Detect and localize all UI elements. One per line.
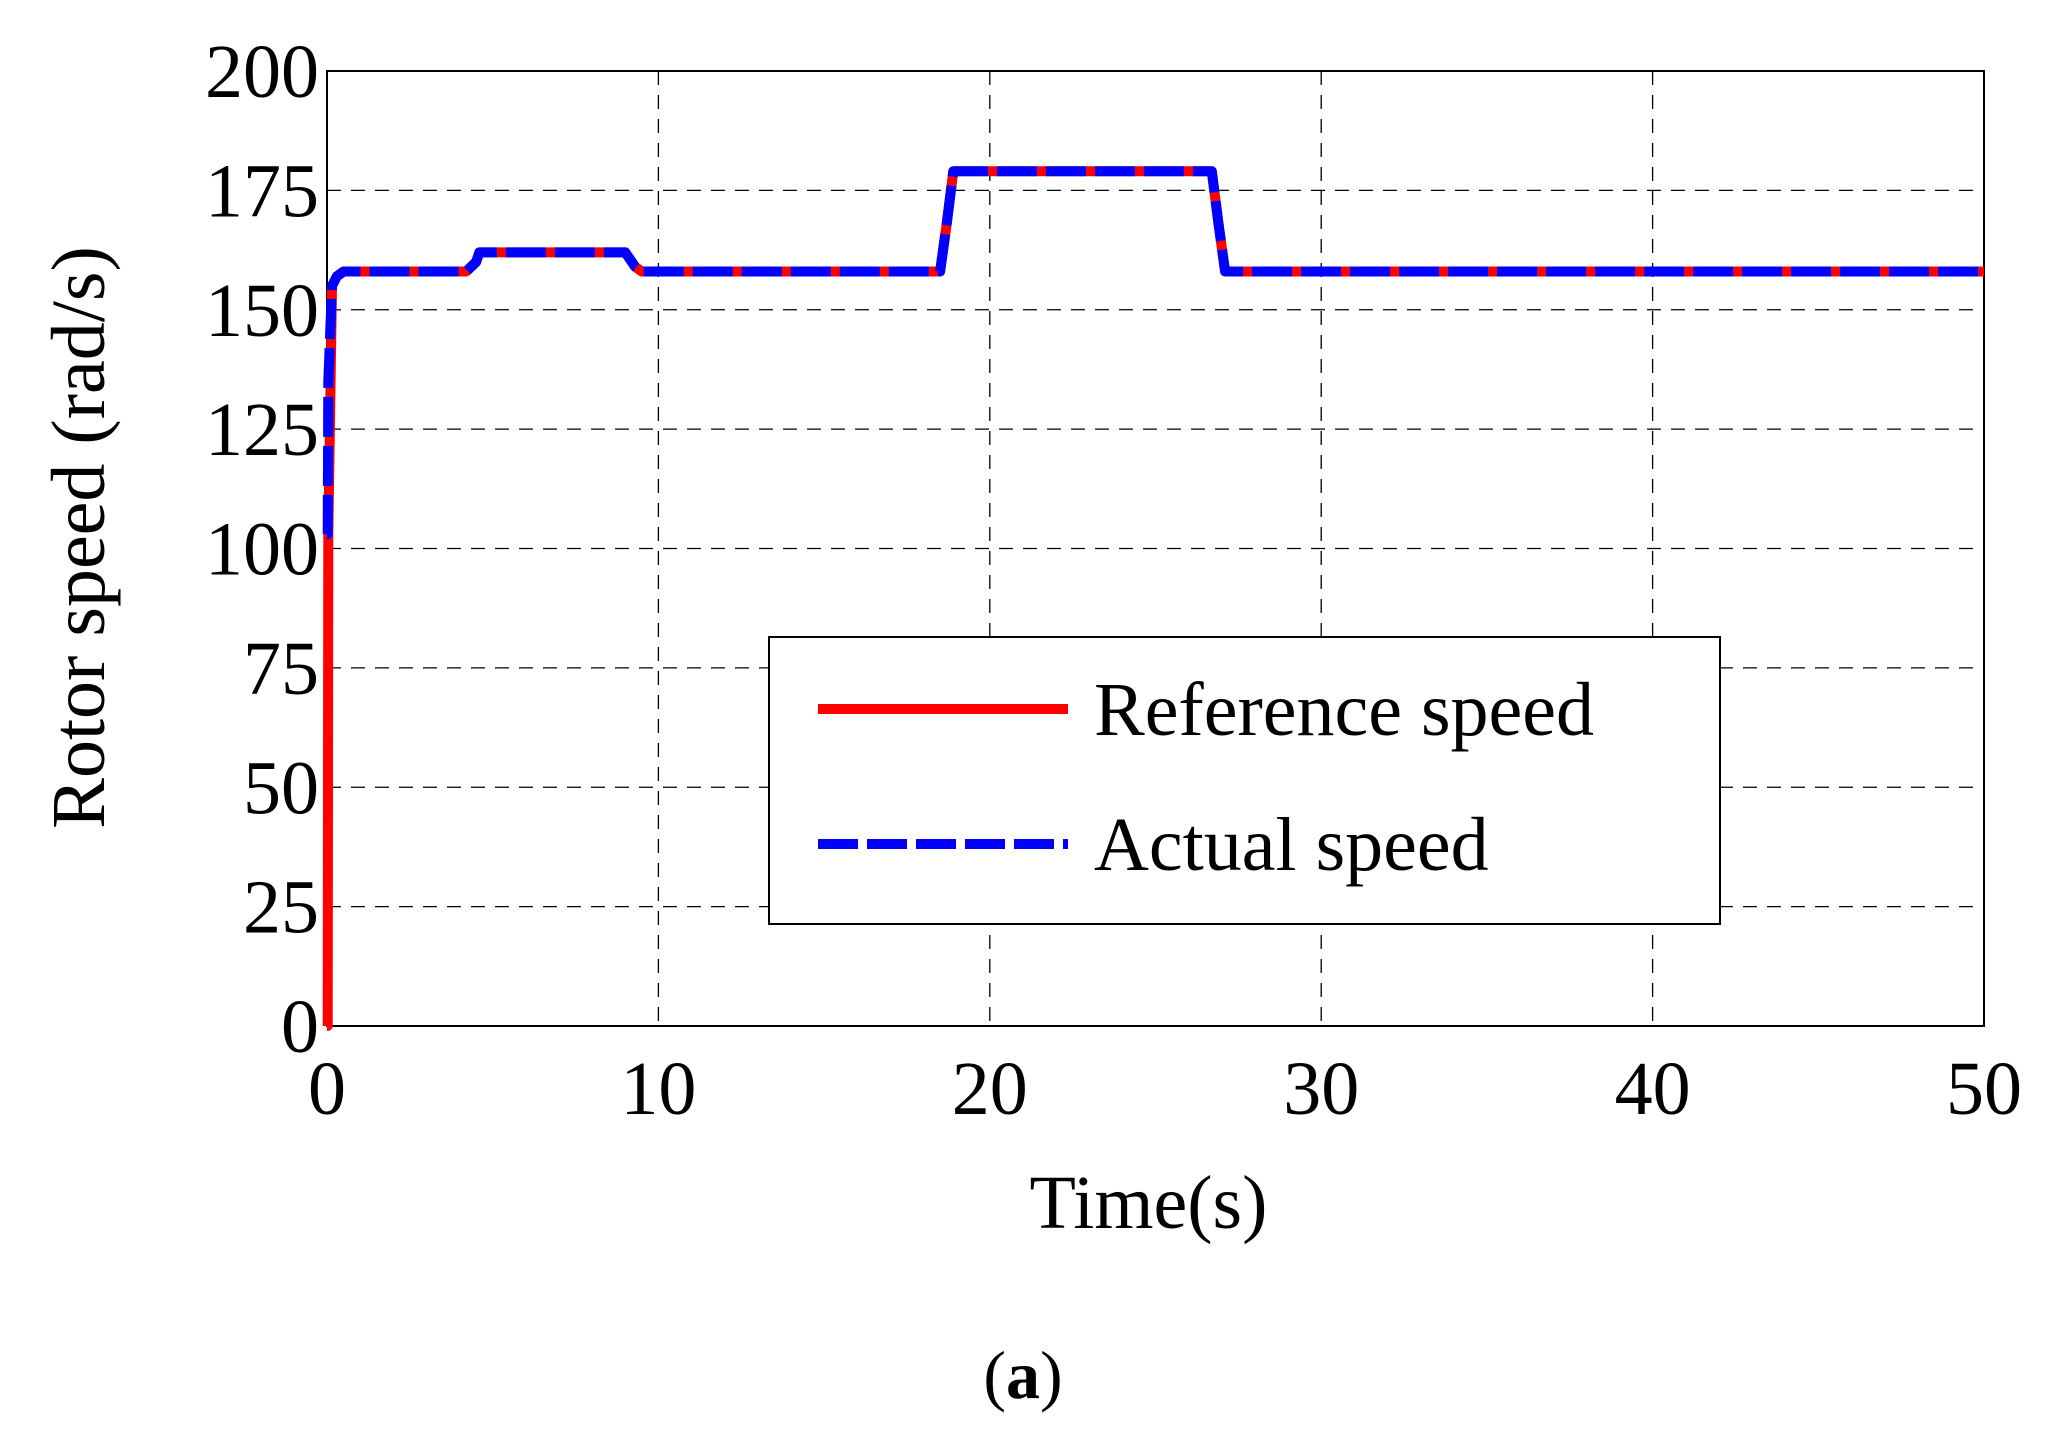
series-lines [322, 166, 1984, 1031]
x-tick-label-1: 10 [620, 1047, 696, 1131]
x-tick-label-3: 30 [1283, 1047, 1359, 1131]
y-axis-label: Rotor speed (rad/s) [37, 246, 121, 829]
panel-label: (a) [0, 1335, 2046, 1415]
x-tick-label-5: 50 [1946, 1047, 2022, 1131]
y-tick-label-6: 150 [205, 269, 319, 353]
y-tick-label-1: 25 [243, 866, 319, 950]
legend-label-actual-speed: Actual speed [1094, 803, 1489, 887]
y-tick-label-0: 0 [281, 985, 319, 1069]
legend-label-reference-speed: Reference speed [1094, 668, 1594, 752]
x-axis-label: Time(s) [1030, 1161, 1268, 1245]
y-tick-label-8: 200 [205, 30, 319, 114]
panel-label-close: ) [1040, 1337, 1063, 1413]
x-tick-label-0: 0 [308, 1047, 346, 1131]
y-tick-label-2: 50 [243, 746, 319, 830]
y-tick-label-4: 100 [205, 508, 319, 592]
y-tick-labels: 0 25 50 75 100 125 150 175 200 [205, 30, 319, 1069]
legend-box [768, 636, 1721, 925]
panel-label-open: ( [983, 1337, 1006, 1413]
y-tick-label-3: 75 [243, 627, 319, 711]
y-tick-label-7: 175 [205, 149, 319, 233]
x-tick-label-2: 20 [952, 1047, 1028, 1131]
y-tick-label-5: 125 [205, 388, 319, 472]
x-tick-label-4: 40 [1615, 1047, 1691, 1131]
series-line-actual-speed [322, 166, 1984, 540]
x-tick-labels: 0 10 20 30 40 50 [308, 1047, 2022, 1131]
legend: Reference speed Actual speed [768, 636, 1721, 925]
panel-label-letter: a [1006, 1337, 1040, 1413]
